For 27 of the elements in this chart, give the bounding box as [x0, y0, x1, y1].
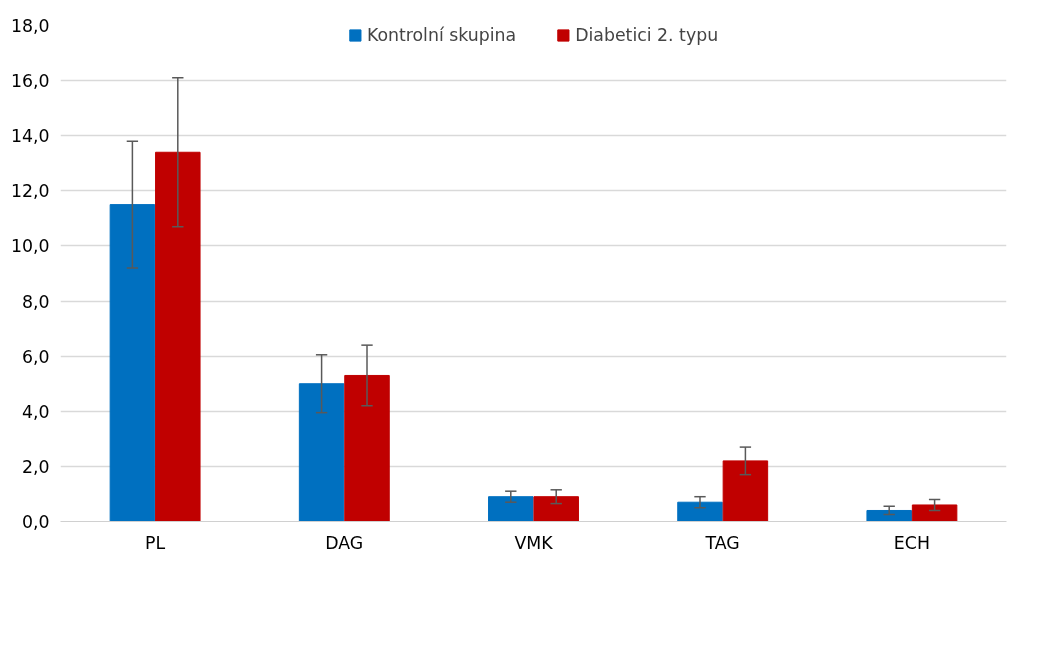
bar: [155, 151, 201, 522]
legend-label: Kontrolní skupina: [366, 25, 517, 45]
bar: [109, 204, 156, 522]
x-tick-label: VMK: [514, 532, 554, 553]
y-tick-label: 8,0: [21, 291, 50, 312]
bar: [677, 501, 723, 522]
bar: [488, 496, 534, 522]
y-tick-label: 14,0: [10, 126, 50, 147]
bar: [866, 509, 912, 522]
x-tick-label: TAG: [704, 532, 740, 553]
legend-label: Diabetici 2. typu: [575, 25, 719, 45]
x-tick-label: DAG: [325, 532, 364, 553]
y-tick-label: 18,0: [10, 16, 50, 36]
bar: [533, 496, 579, 522]
bar: [722, 460, 769, 522]
y-tick-label: 2,0: [21, 456, 50, 477]
y-tick-label: 6,0: [21, 346, 50, 367]
x-tick-label: PL: [145, 532, 166, 553]
y-tick-label: 12,0: [10, 181, 50, 202]
bar: [344, 374, 390, 522]
y-tick-label: 4,0: [21, 401, 50, 422]
y-tick-label: 0,0: [21, 512, 50, 532]
y-tick-label: 16,0: [10, 71, 50, 92]
y-tick-label: 10,0: [10, 236, 50, 257]
x-tick-label: ECH: [893, 532, 930, 553]
bar: [298, 383, 345, 522]
bar: [911, 504, 958, 522]
